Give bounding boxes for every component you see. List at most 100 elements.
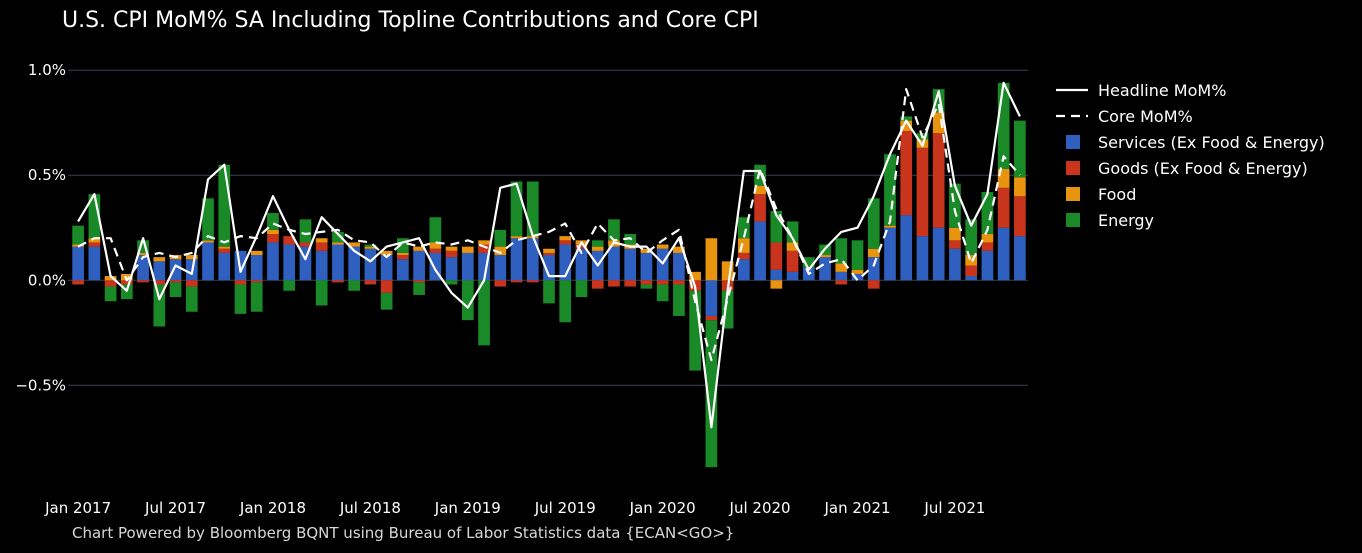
bar-segment xyxy=(867,248,880,258)
bar-segment xyxy=(478,244,490,253)
bar-segment xyxy=(153,261,166,281)
bar-segment xyxy=(851,240,864,270)
bar-segment xyxy=(72,246,84,281)
bar-segment xyxy=(364,244,377,247)
bar-segment xyxy=(754,164,766,186)
bar-segment xyxy=(835,280,848,285)
bar-segment xyxy=(510,238,523,281)
legend-label: Services (Ex Food & Energy) xyxy=(1098,133,1325,152)
bar-segment xyxy=(413,246,425,251)
bar-segment xyxy=(867,198,880,249)
bar-segment xyxy=(299,246,312,281)
bar-segment xyxy=(526,280,539,283)
legend-label: Goods (Ex Food & Energy) xyxy=(1098,159,1308,178)
bar-segment xyxy=(72,280,84,285)
bar-segment xyxy=(510,236,523,239)
bar-segment xyxy=(965,255,978,266)
bar-segment xyxy=(770,269,783,281)
bar-segment xyxy=(250,282,263,312)
bar-segment xyxy=(1014,177,1026,197)
bar-segment xyxy=(429,248,442,253)
x-tick-label: Jul 2019 xyxy=(534,499,596,517)
bar-segment xyxy=(851,273,864,281)
headline-line xyxy=(77,81,1021,429)
bar-segment xyxy=(380,292,393,310)
bar-segment xyxy=(88,242,101,247)
bar-segment xyxy=(754,221,766,281)
bar-segment xyxy=(786,271,799,281)
bar-segment xyxy=(867,280,880,289)
bar-segment xyxy=(721,290,734,329)
y-tick-label: 0.0% xyxy=(28,271,66,289)
y-tick-label: 0.5% xyxy=(28,166,66,184)
bar-segment xyxy=(526,238,539,281)
bar-segment xyxy=(202,242,214,281)
bar-segment xyxy=(332,231,344,243)
bar-segment xyxy=(705,238,718,281)
bar-segment xyxy=(461,246,474,253)
bar-segment xyxy=(851,269,864,274)
bar-segment xyxy=(250,250,263,256)
bar-segment xyxy=(835,271,848,281)
legend-swatch xyxy=(1066,161,1080,175)
bar-segment xyxy=(949,240,961,249)
bar-segment xyxy=(786,242,799,251)
bar-segment xyxy=(120,273,133,281)
bar-segment xyxy=(738,259,750,281)
bar-segment xyxy=(494,280,507,287)
bar-segment xyxy=(608,246,620,281)
bar-segment xyxy=(153,284,166,327)
bar-segment xyxy=(949,248,961,281)
bar-segment xyxy=(721,261,734,281)
bar-segment xyxy=(185,280,198,287)
bar-segment xyxy=(234,284,247,314)
bar-segment xyxy=(819,255,831,258)
bar-segment xyxy=(478,240,490,245)
bar-segment xyxy=(543,252,555,256)
core-line xyxy=(77,87,1021,362)
bar-segment xyxy=(770,210,783,243)
bar-segment xyxy=(413,280,425,283)
bar-segment xyxy=(169,282,182,298)
bar-segment xyxy=(640,248,653,253)
bars-layer xyxy=(72,82,1026,468)
legend-label: Headline MoM% xyxy=(1098,81,1226,100)
bar-segment xyxy=(1014,236,1026,281)
bar-segment xyxy=(770,242,783,270)
bar-segment xyxy=(965,276,978,281)
bar-segment xyxy=(673,280,685,285)
bar-segment xyxy=(559,240,572,245)
bar-segment xyxy=(900,131,913,216)
legend: Headline MoM% Core MoM% Services (Ex Food … xyxy=(1056,81,1325,230)
x-axis-ticks: Jan 2017 Jul 2017 Jan 2018 Jul 2018 Jan 2019… xyxy=(44,499,985,517)
y-tick-label: −0.5% xyxy=(15,376,66,394)
bar-segment xyxy=(299,242,312,247)
bar-segment xyxy=(526,181,539,237)
bar-segment xyxy=(932,133,945,228)
bar-segment xyxy=(348,280,360,291)
bar-segment xyxy=(689,290,701,371)
bar-segment xyxy=(267,242,279,281)
bar-segment xyxy=(429,252,442,281)
bar-segment xyxy=(932,89,945,113)
bar-segment xyxy=(949,227,961,241)
bar-segment xyxy=(478,280,490,346)
bar-segment xyxy=(673,246,685,253)
bar-segment xyxy=(543,280,555,304)
bar-segment xyxy=(997,82,1010,169)
bar-segment xyxy=(559,280,572,323)
bar-segment xyxy=(575,280,588,298)
bar-segment xyxy=(786,221,799,243)
bar-segment xyxy=(218,246,231,249)
bar-segment xyxy=(981,250,994,281)
bar-segment xyxy=(332,280,344,283)
bar-segment xyxy=(315,250,328,281)
bar-segment xyxy=(591,280,604,289)
bar-segment xyxy=(461,280,474,321)
bar-segment xyxy=(137,252,149,256)
bar-segment xyxy=(802,257,815,268)
bar-segment xyxy=(445,280,458,285)
bar-segment xyxy=(900,120,913,132)
bar-segment xyxy=(656,284,669,302)
x-tick-label: Jul 2021 xyxy=(923,499,985,517)
